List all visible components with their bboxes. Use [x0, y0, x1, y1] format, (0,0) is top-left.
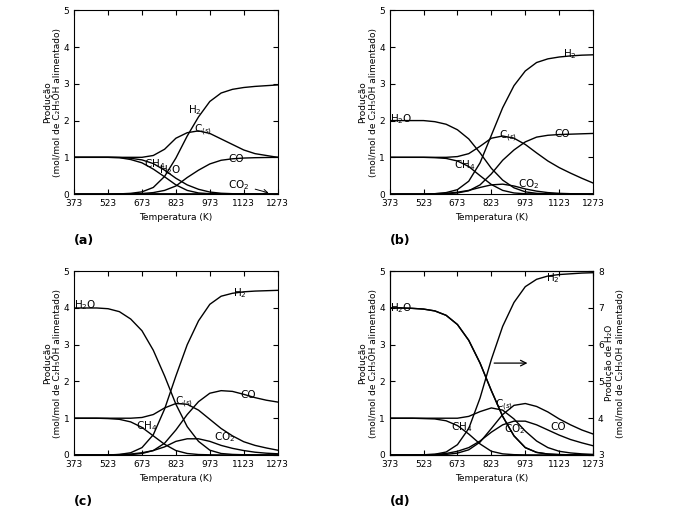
Text: C$_{(s)}$: C$_{(s)}$	[194, 122, 212, 138]
Text: H$_2$: H$_2$	[233, 286, 247, 300]
Text: C$_{(s)}$: C$_{(s)}$	[175, 394, 193, 409]
Text: CO$_2$: CO$_2$	[228, 178, 268, 193]
Text: (b): (b)	[390, 235, 410, 248]
X-axis label: Temperatura (K): Temperatura (K)	[140, 214, 212, 222]
Text: (d): (d)	[390, 495, 410, 508]
Text: (a): (a)	[74, 235, 94, 248]
Text: H$_2$O: H$_2$O	[74, 298, 96, 312]
X-axis label: Temperatura (K): Temperatura (K)	[455, 475, 528, 483]
Text: C$_{(s)}$: C$_{(s)}$	[495, 398, 514, 413]
Text: (c): (c)	[74, 495, 93, 508]
Text: CO: CO	[554, 129, 570, 139]
Y-axis label: Produção
(mol/mol de C₂H₅OH alimentado): Produção (mol/mol de C₂H₅OH alimentado)	[42, 28, 62, 177]
Text: CO: CO	[551, 422, 566, 432]
Text: CH$_4$: CH$_4$	[454, 158, 476, 172]
Text: CH$_4$: CH$_4$	[135, 419, 157, 433]
Text: CO$_2$: CO$_2$	[214, 430, 235, 444]
Text: CO$_2$: CO$_2$	[504, 422, 526, 436]
Y-axis label: Produção
(mol/mol de C₂H₅OH alimentado): Produção (mol/mol de C₂H₅OH alimentado)	[358, 288, 377, 437]
Text: H$_2$: H$_2$	[546, 271, 560, 285]
Text: CH$_4$: CH$_4$	[451, 420, 472, 434]
Text: H$_2$: H$_2$	[563, 48, 577, 61]
Y-axis label: Produção
(mol/mol de C₂H₅OH alimentado): Produção (mol/mol de C₂H₅OH alimentado)	[42, 288, 62, 437]
X-axis label: Temperatura (K): Temperatura (K)	[455, 214, 528, 222]
Y-axis label: Produção de H₂O
(mol/mol de C₂H₅OH alimentado): Produção de H₂O (mol/mol de C₂H₅OH alime…	[605, 288, 625, 437]
X-axis label: Temperatura (K): Temperatura (K)	[140, 475, 212, 483]
Text: CO$_2$: CO$_2$	[518, 177, 539, 191]
Text: H$_2$O: H$_2$O	[390, 301, 412, 315]
Text: CO: CO	[228, 154, 244, 164]
Text: C$_{(s)}$: C$_{(s)}$	[499, 128, 517, 144]
Text: H$_2$O: H$_2$O	[159, 163, 182, 177]
Text: H$_2$: H$_2$	[188, 103, 202, 117]
Y-axis label: Produção
(mol/mol de C₂H₅OH alimentado): Produção (mol/mol de C₂H₅OH alimentado)	[358, 28, 377, 177]
Text: CO: CO	[241, 390, 256, 400]
Text: CH$_4$: CH$_4$	[144, 158, 165, 172]
Text: H$_2$O: H$_2$O	[390, 112, 412, 126]
